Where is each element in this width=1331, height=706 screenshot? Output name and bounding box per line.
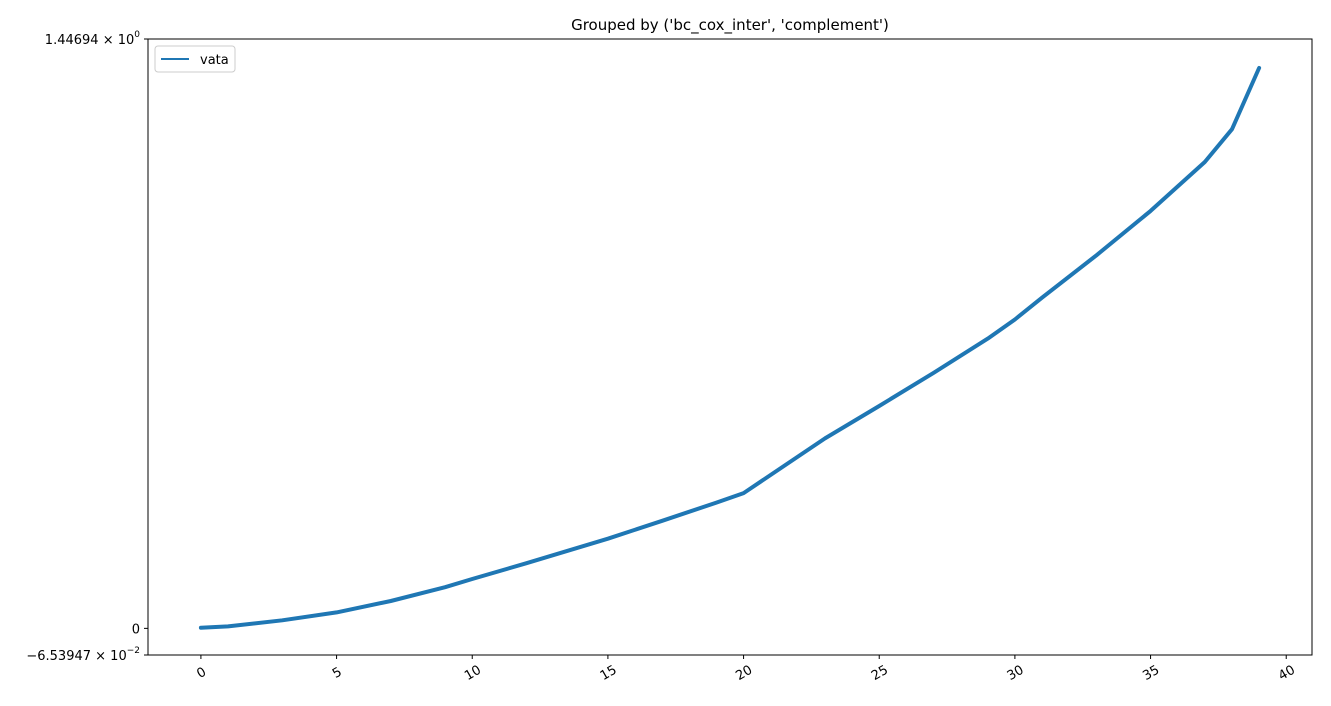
data-point: [390, 600, 391, 601]
y-tick-mantissa: 1.44694 × 10: [45, 33, 134, 48]
data-point: [200, 627, 201, 628]
x-tick-label: 25: [869, 663, 891, 684]
y-tick-mantissa: 0: [132, 622, 140, 637]
data-point: [662, 520, 663, 521]
data-point: [282, 620, 283, 621]
x-tick-label: 20: [733, 663, 755, 684]
data-point: [987, 338, 988, 339]
y-tick-mantissa: −6.53947 × 10: [26, 649, 126, 664]
plot-area: [147, 38, 1313, 656]
data-point: [1231, 129, 1232, 130]
chart-title: Grouped by ('bc_cox_inter', 'complement'…: [571, 16, 889, 35]
data-point: [716, 502, 717, 503]
data-point: [607, 538, 608, 539]
legend[interactable]: vata: [154, 45, 236, 73]
data-point: [228, 626, 229, 627]
y-tick-exponent: 0: [134, 30, 140, 40]
data-point: [879, 405, 880, 406]
data-point: [445, 587, 446, 588]
legend-box: [154, 45, 236, 73]
data-point: [1042, 297, 1043, 298]
data-point: [824, 438, 825, 439]
x-tick-label: 35: [1140, 663, 1162, 684]
data-point: [336, 612, 337, 613]
x-axis: 0 5 10 15 20 25 30 35 40: [194, 655, 1298, 684]
data-point: [472, 578, 473, 579]
y-tick-exponent: −2: [127, 646, 140, 656]
data-point: [1204, 161, 1205, 162]
x-tick-label: 30: [1005, 663, 1027, 684]
x-tick-label: 15: [598, 663, 620, 684]
data-point: [1096, 255, 1097, 256]
y-tick-label: 0: [132, 622, 140, 637]
data-point: [1150, 210, 1151, 211]
plot-frame: [147, 38, 1313, 656]
data-point: [743, 493, 744, 494]
x-tick-label: 10: [462, 663, 484, 684]
data-point: [1259, 68, 1260, 69]
data-point: [1014, 319, 1015, 320]
data-point: [933, 372, 934, 373]
legend-label: vata: [200, 53, 229, 68]
y-tick-label: −6.53947 × 10−2: [26, 646, 140, 664]
data-point: [526, 563, 527, 564]
series-line-vata: [198, 66, 1262, 630]
series-layer: [198, 66, 1262, 630]
x-tick-label: 40: [1276, 663, 1298, 684]
y-tick-label: 1.44694 × 100: [45, 30, 140, 48]
